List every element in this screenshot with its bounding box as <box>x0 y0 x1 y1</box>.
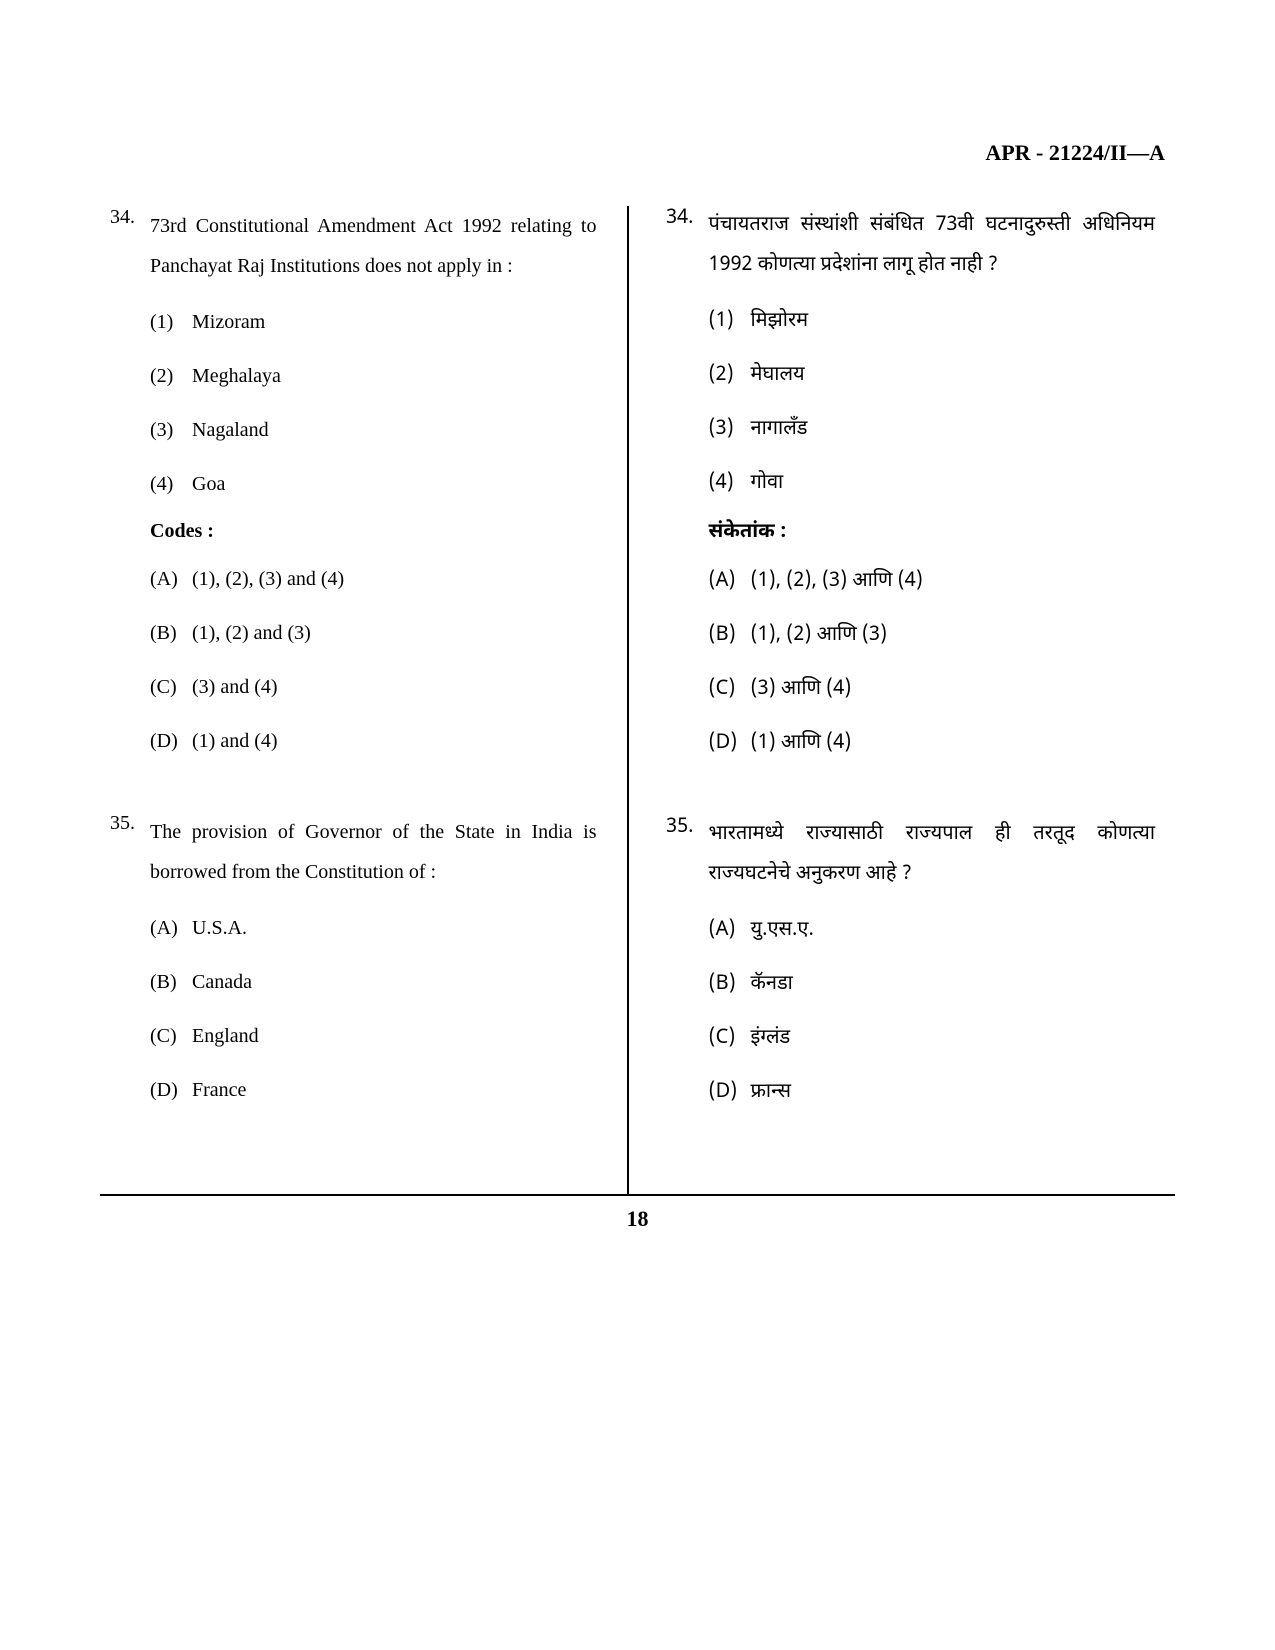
question-body: भारतामध्ये राज्यासाठी राज्यपाल ही तरतूद … <box>709 815 1156 1129</box>
code-text: कॅनडा <box>751 967 1156 1003</box>
option-number: (2) <box>150 358 192 394</box>
options-list: (1) Mizoram (2) Meghalaya (3) Nagaland <box>150 304 597 502</box>
option-text: नागालँड <box>751 412 1156 448</box>
option-text: मिझोरम <box>751 304 1156 340</box>
option-item: (1) Mizoram <box>150 304 597 340</box>
question-number: 35. <box>659 815 709 1129</box>
code-letter: (A) <box>150 561 192 597</box>
code-item: (B) Canada <box>150 964 597 1000</box>
code-letter: (B) <box>150 615 192 651</box>
question-35-mr: 35. भारतामध्ये राज्यासाठी राज्यपाल ही तर… <box>659 815 1156 1129</box>
code-item: (B) कॅनडा <box>709 967 1156 1003</box>
code-item: (B) (1), (2) आणि (3) <box>709 618 1156 654</box>
code-letter: (C) <box>709 672 751 708</box>
code-item: (A) U.S.A. <box>150 910 597 946</box>
option-number: (4) <box>150 466 192 502</box>
code-letter: (D) <box>150 723 192 759</box>
options-list: (1) मिझोरम (2) मेघालय (3) नागालँड (4) <box>709 304 1156 502</box>
option-text: Goa <box>192 466 597 502</box>
option-number: (4) <box>709 466 751 502</box>
option-text: गोवा <box>751 466 1156 502</box>
code-text: (1), (2) आणि (3) <box>751 618 1156 654</box>
content-wrapper: 34. 73rd Constitutional Amendment Act 19… <box>100 206 1175 1196</box>
code-item: (C) (3) आणि (4) <box>709 672 1156 708</box>
question-body: 73rd Constitutional Amendment Act 1992 r… <box>150 206 597 777</box>
code-letter: (B) <box>150 964 192 1000</box>
option-text: मेघालय <box>751 358 1156 394</box>
code-text: फ्रान्स <box>751 1075 1156 1111</box>
option-item: (3) नागालँड <box>709 412 1156 448</box>
code-text: (3) आणि (4) <box>751 672 1156 708</box>
option-item: (3) Nagaland <box>150 412 597 448</box>
code-letter: (C) <box>150 669 192 705</box>
option-number: (2) <box>709 358 751 394</box>
code-item: (B) (1), (2) and (3) <box>150 615 597 651</box>
code-item: (C) (3) and (4) <box>150 669 597 705</box>
code-letter: (C) <box>709 1021 751 1057</box>
option-item: (1) मिझोरम <box>709 304 1156 340</box>
code-letter: (A) <box>709 564 751 600</box>
code-item: (A) यु.एस.ए. <box>709 913 1156 949</box>
question-text: भारतामध्ये राज्यासाठी राज्यपाल ही तरतूद … <box>709 815 1156 895</box>
question-text: The provision of Governor of the State i… <box>150 812 597 892</box>
left-column: 34. 73rd Constitutional Amendment Act 19… <box>100 206 629 1194</box>
question-text: 73rd Constitutional Amendment Act 1992 r… <box>150 206 597 286</box>
code-item: (D) (1) आणि (4) <box>709 726 1156 762</box>
code-text: (1), (2), (3) and (4) <box>192 561 597 597</box>
question-number: 34. <box>659 206 709 780</box>
option-text: Meghalaya <box>192 358 597 394</box>
code-text: यु.एस.ए. <box>751 913 1156 949</box>
page-container: APR - 21224/II—A 34. 73rd Constitutional… <box>0 0 1275 1292</box>
option-number: (3) <box>150 412 192 448</box>
codes-label: संकेतांक : <box>709 520 1156 546</box>
option-number: (1) <box>150 304 192 340</box>
code-item: (D) France <box>150 1072 597 1108</box>
code-text: इंग्लंड <box>751 1021 1156 1057</box>
code-text: France <box>192 1072 597 1108</box>
code-letter: (A) <box>709 913 751 949</box>
code-item: (C) England <box>150 1018 597 1054</box>
code-text: England <box>192 1018 597 1054</box>
code-text: (1) आणि (4) <box>751 726 1156 762</box>
question-35-en: 35. The provision of Governor of the Sta… <box>100 812 597 1126</box>
codes-label: Codes : <box>150 520 597 543</box>
code-text: (1) and (4) <box>192 723 597 759</box>
option-item: (4) गोवा <box>709 466 1156 502</box>
code-letter: (C) <box>150 1018 192 1054</box>
code-letter: (B) <box>709 618 751 654</box>
code-text: U.S.A. <box>192 910 597 946</box>
code-item: (A) (1), (2), (3) and (4) <box>150 561 597 597</box>
question-text: पंचायतराज संस्थांशी संबंधित 73वी घटनादुर… <box>709 206 1156 286</box>
option-item: (2) Meghalaya <box>150 358 597 394</box>
code-letter: (B) <box>709 967 751 1003</box>
option-text: Nagaland <box>192 412 597 448</box>
question-body: पंचायतराज संस्थांशी संबंधित 73वी घटनादुर… <box>709 206 1156 780</box>
question-34-en: 34. 73rd Constitutional Amendment Act 19… <box>100 206 597 777</box>
code-text: Canada <box>192 964 597 1000</box>
code-item: (A) (1), (2), (3) आणि (4) <box>709 564 1156 600</box>
code-text: (1), (2) and (3) <box>192 615 597 651</box>
code-item: (C) इंग्लंड <box>709 1021 1156 1057</box>
code-letter: (D) <box>150 1072 192 1108</box>
question-34-mr: 34. पंचायतराज संस्थांशी संबंधित 73वी घटन… <box>659 206 1156 780</box>
option-number: (1) <box>709 304 751 340</box>
page-header: APR - 21224/II—A <box>100 140 1175 166</box>
code-item: (D) फ्रान्स <box>709 1075 1156 1111</box>
option-item: (2) मेघालय <box>709 358 1156 394</box>
option-item: (4) Goa <box>150 466 597 502</box>
option-number: (3) <box>709 412 751 448</box>
question-number: 34. <box>100 206 150 777</box>
code-item: (D) (1) and (4) <box>150 723 597 759</box>
code-letter: (D) <box>709 726 751 762</box>
question-body: The provision of Governor of the State i… <box>150 812 597 1126</box>
option-text: Mizoram <box>192 304 597 340</box>
code-text: (3) and (4) <box>192 669 597 705</box>
code-text: (1), (2), (3) आणि (4) <box>751 564 1156 600</box>
page-number: 18 <box>100 1206 1175 1232</box>
code-letter: (D) <box>709 1075 751 1111</box>
code-letter: (A) <box>150 910 192 946</box>
right-column: 34. पंचायतराज संस्थांशी संबंधित 73वी घटन… <box>629 206 1176 1194</box>
question-number: 35. <box>100 812 150 1126</box>
